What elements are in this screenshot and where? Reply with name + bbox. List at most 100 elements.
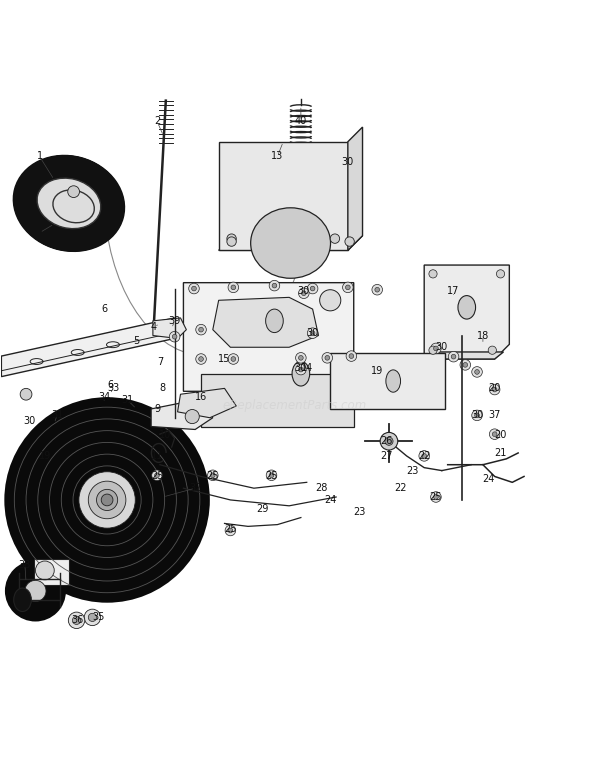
Circle shape: [431, 343, 441, 353]
Text: 32: 32: [189, 483, 201, 493]
Ellipse shape: [14, 156, 124, 251]
Circle shape: [475, 369, 480, 374]
Circle shape: [372, 285, 382, 295]
Circle shape: [346, 351, 357, 361]
Polygon shape: [151, 400, 213, 429]
Text: 22: 22: [395, 483, 407, 493]
Text: 30: 30: [295, 363, 307, 373]
Circle shape: [385, 437, 393, 445]
Circle shape: [434, 346, 438, 351]
Text: 4: 4: [151, 322, 157, 332]
Circle shape: [299, 288, 309, 298]
Text: 24: 24: [324, 495, 336, 505]
Text: 25: 25: [224, 524, 237, 534]
Text: 9: 9: [154, 404, 160, 414]
Text: 1: 1: [37, 151, 42, 161]
Text: 37: 37: [489, 410, 501, 420]
Circle shape: [225, 526, 235, 536]
Circle shape: [101, 494, 113, 506]
Circle shape: [434, 495, 438, 500]
Circle shape: [325, 356, 330, 360]
Polygon shape: [330, 353, 445, 409]
Circle shape: [343, 282, 353, 293]
Text: 14: 14: [301, 363, 313, 373]
Text: 25: 25: [151, 471, 163, 481]
Text: 38: 38: [19, 559, 31, 569]
Circle shape: [20, 389, 32, 400]
Text: 36: 36: [71, 615, 84, 625]
Ellipse shape: [386, 369, 401, 392]
Circle shape: [199, 356, 204, 361]
Circle shape: [307, 283, 318, 294]
Circle shape: [269, 280, 280, 291]
Circle shape: [196, 324, 206, 335]
Text: eReplacementParts.com: eReplacementParts.com: [223, 399, 367, 412]
Circle shape: [489, 384, 500, 395]
Text: 17: 17: [447, 286, 460, 297]
Polygon shape: [1, 318, 175, 376]
Circle shape: [346, 285, 350, 290]
Circle shape: [460, 360, 471, 370]
Circle shape: [228, 528, 232, 533]
Polygon shape: [424, 265, 509, 359]
Circle shape: [307, 328, 318, 338]
Circle shape: [296, 364, 306, 375]
Text: 20: 20: [489, 383, 501, 393]
Circle shape: [380, 432, 398, 450]
Circle shape: [73, 617, 81, 624]
Polygon shape: [219, 142, 348, 250]
Circle shape: [4, 397, 210, 603]
Circle shape: [330, 234, 340, 243]
Text: 10: 10: [159, 431, 171, 441]
Text: 30: 30: [342, 158, 354, 168]
Circle shape: [451, 354, 456, 359]
Text: 34: 34: [98, 392, 110, 402]
Text: 3: 3: [37, 228, 42, 238]
Circle shape: [84, 609, 101, 626]
Circle shape: [375, 288, 379, 292]
Text: 5: 5: [133, 337, 140, 347]
Text: 22: 22: [418, 451, 431, 461]
Text: 25: 25: [430, 492, 442, 502]
Circle shape: [228, 353, 238, 364]
Circle shape: [488, 346, 496, 354]
Polygon shape: [424, 352, 503, 359]
Text: 19: 19: [371, 366, 384, 376]
Circle shape: [152, 470, 162, 480]
Text: 30: 30: [435, 342, 448, 352]
Circle shape: [227, 237, 236, 246]
Circle shape: [429, 346, 437, 354]
Polygon shape: [219, 236, 362, 250]
Circle shape: [88, 481, 126, 519]
Text: 15: 15: [218, 354, 231, 364]
Text: 24: 24: [483, 474, 495, 484]
Text: 40: 40: [295, 116, 307, 126]
Text: 30: 30: [298, 286, 310, 297]
Text: 25: 25: [206, 471, 219, 481]
Circle shape: [345, 237, 355, 246]
Circle shape: [299, 367, 303, 372]
Text: 13: 13: [271, 151, 284, 161]
Text: 2: 2: [154, 116, 160, 126]
Circle shape: [208, 470, 218, 480]
Circle shape: [429, 270, 437, 278]
Circle shape: [472, 410, 482, 421]
Text: 6: 6: [101, 304, 107, 314]
Text: 23: 23: [353, 506, 366, 516]
Circle shape: [492, 387, 497, 392]
Circle shape: [296, 353, 306, 363]
Circle shape: [169, 331, 180, 342]
Text: 29: 29: [257, 504, 269, 514]
Text: 6: 6: [107, 380, 113, 390]
Text: 33: 33: [107, 383, 119, 393]
Circle shape: [475, 413, 480, 418]
Polygon shape: [183, 283, 354, 406]
Polygon shape: [153, 318, 186, 338]
Circle shape: [349, 353, 354, 359]
Ellipse shape: [37, 178, 101, 229]
Text: 31: 31: [51, 410, 63, 420]
Polygon shape: [213, 298, 319, 347]
Text: 39: 39: [169, 316, 181, 326]
Text: 19: 19: [40, 451, 51, 461]
Circle shape: [192, 286, 196, 291]
